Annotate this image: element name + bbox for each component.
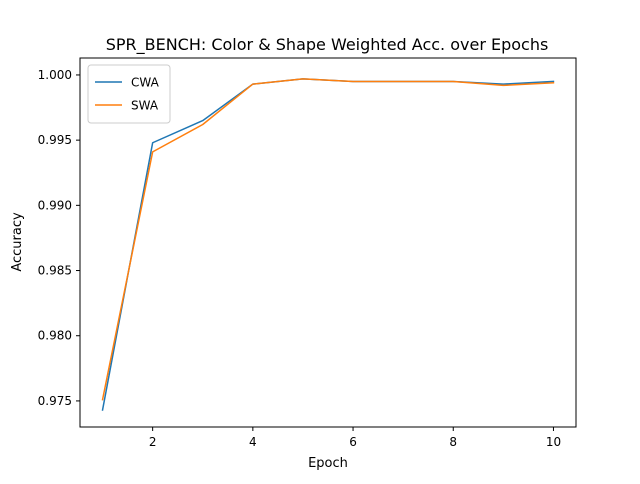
legend-label-cwa: CWA	[131, 76, 160, 90]
x-tick-label: 2	[149, 435, 157, 449]
y-tick-label: 0.980	[38, 329, 72, 343]
y-axis-label: Accuracy	[10, 212, 25, 272]
legend-box	[87, 64, 171, 124]
y-tick-label: 0.995	[38, 133, 72, 147]
y-tick-label: 0.990	[38, 198, 72, 212]
series-line-swa	[101, 78, 555, 401]
chart-title: SPR_BENCH: Color & Shape Weighted Acc. o…	[106, 35, 549, 55]
x-tick-label: 6	[349, 435, 357, 449]
y-tick-label: 1.000	[38, 68, 72, 82]
y-axis-ticks: 0.975 0.980 0.985 0.990 0.995 1.000	[38, 68, 80, 408]
y-tick-label: 0.975	[38, 394, 72, 408]
legend-label-swa: SWA	[131, 99, 159, 113]
y-tick-label: 0.985	[38, 264, 72, 278]
legend: CWA SWA	[87, 64, 171, 124]
x-tick-label: 4	[249, 435, 257, 449]
x-tick-label: 8	[449, 435, 457, 449]
x-axis-label: Epoch	[308, 456, 348, 471]
axes-frame	[79, 57, 577, 428]
plot-area	[101, 78, 555, 411]
x-tick-label: 10	[546, 435, 561, 449]
x-axis-ticks: 2 4 6 8 10	[149, 427, 561, 449]
